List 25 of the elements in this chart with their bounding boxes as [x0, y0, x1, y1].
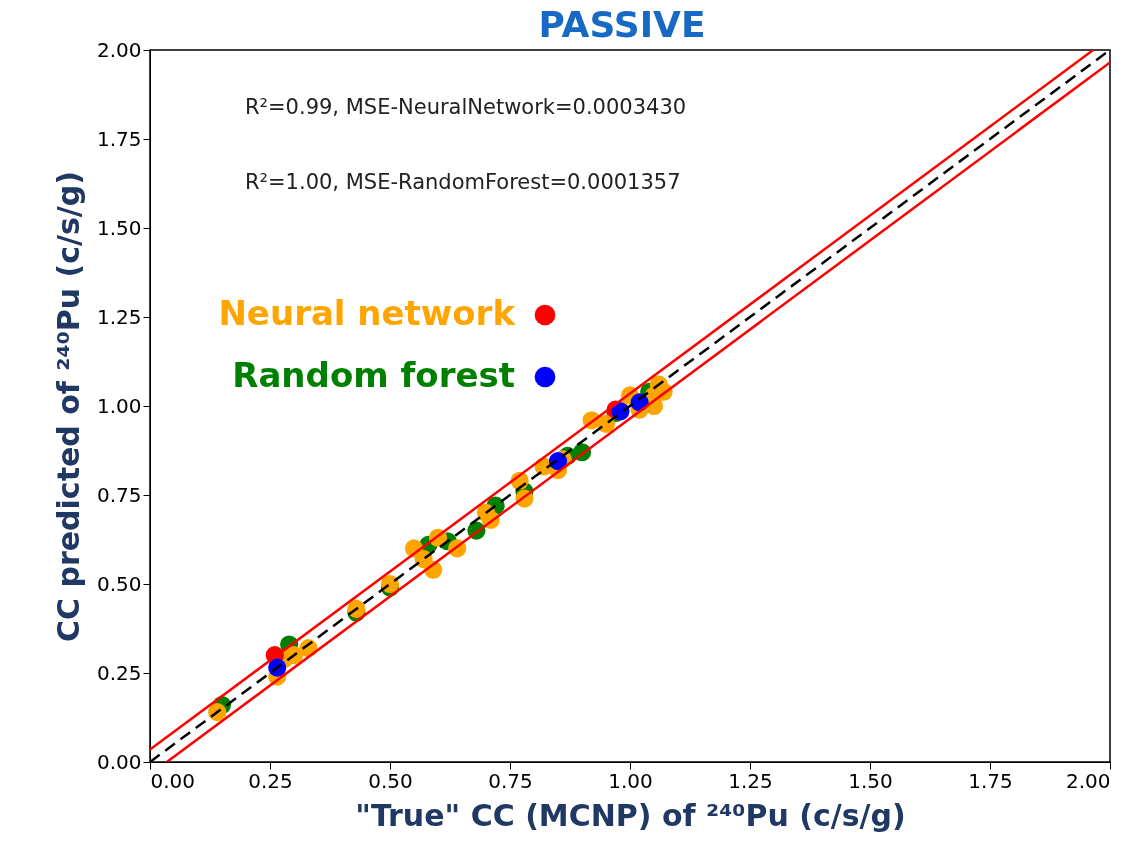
- x-axis-title: "True" CC (MCNP) of ²⁴⁰Pu (c/s/g): [355, 797, 906, 833]
- y-tick-label: 1.75: [96, 126, 142, 151]
- y-tick-label: 0.50: [96, 571, 142, 596]
- y-tick-label: 1.50: [96, 215, 142, 240]
- x-tick-label: 1.00: [608, 768, 653, 793]
- annotation: R²=0.99, MSE-NeuralNetwork=0.0003430: [245, 95, 687, 119]
- legend-label: Neural network: [218, 293, 517, 333]
- x-tick-label: 1.75: [968, 768, 1013, 793]
- chart-title: PASSIVE: [538, 4, 706, 45]
- y-tick-label: 0.00: [96, 749, 142, 774]
- y-tick-label: 0.25: [96, 660, 142, 685]
- y-tick-label: 1.00: [96, 393, 142, 418]
- x-tick-label: 2.00: [1065, 768, 1111, 793]
- x-tick-label: 1.25: [728, 768, 773, 793]
- y-tick-label: 1.25: [96, 304, 142, 329]
- annotation: R²=1.00, MSE-RandomForest=0.0001357: [245, 170, 681, 194]
- y-tick-label: 0.75: [96, 482, 142, 507]
- x-tick-label: 1.50: [848, 768, 893, 793]
- x-tick-label: 0.00: [150, 768, 196, 793]
- x-tick-label: 0.25: [248, 768, 293, 793]
- x-tick-label: 0.50: [368, 768, 413, 793]
- y-axis-title: CC predicted of ²⁴⁰Pu (c/s/g): [50, 170, 86, 643]
- x-tick-label: 0.75: [488, 768, 533, 793]
- y-tick-label: 2.00: [96, 37, 142, 62]
- legend-label: Random forest: [232, 355, 515, 395]
